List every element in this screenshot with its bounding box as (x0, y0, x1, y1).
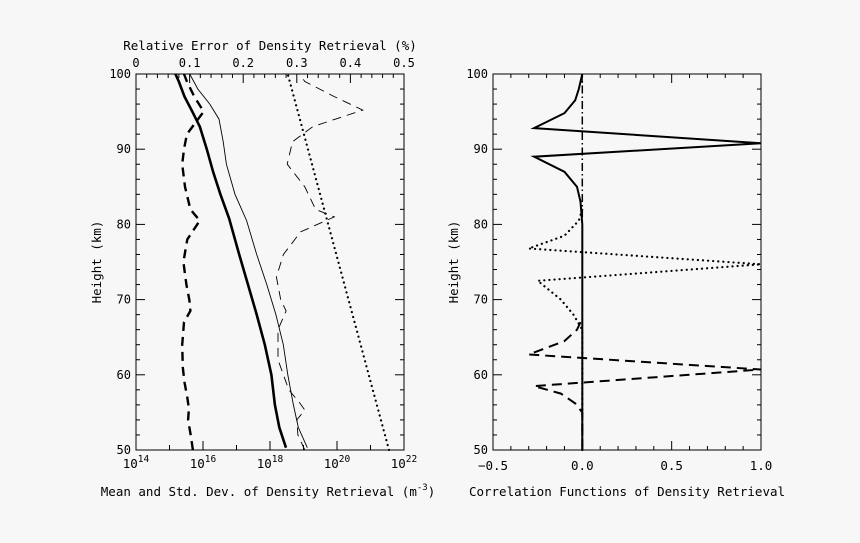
bottom-axis-title: Mean and Std. Dev. of Density Retrieval … (101, 483, 435, 499)
top-axis-title: Relative Error of Density Retrieval (%) (123, 38, 417, 53)
y-tick-label: 70 (117, 293, 131, 307)
density-series-group (174, 72, 391, 452)
correlation-series-group (528, 73, 762, 452)
x-tick-label: 1020 (324, 454, 351, 471)
top-x-tick-label: 0 (132, 56, 139, 70)
top-x-tick-label: 0.4 (340, 56, 362, 70)
y-tick-label: 80 (117, 217, 131, 231)
top-x-tick-label: 0.3 (286, 56, 308, 70)
y-tick-label: 50 (474, 443, 488, 457)
y-tick-label: 100 (109, 67, 131, 81)
series-line-thin-solid (189, 73, 308, 448)
x-tick-label: 1018 (257, 454, 284, 471)
correlation-axis-labels: 50 60 70 80 90 100 −0.5 0.0 0.5 1.0 (466, 67, 772, 473)
y-tick-label: 90 (474, 142, 488, 156)
correlation-plot-frame (492, 73, 762, 451)
y-tick-label: 100 (466, 67, 488, 81)
density-plot-frame (135, 73, 405, 451)
y-tick-label: 90 (117, 142, 131, 156)
left-y-axis-title: Height (km) (89, 221, 104, 304)
top-x-tick-label: 0.1 (179, 56, 201, 70)
y-tick-label: 70 (474, 293, 488, 307)
density-panel: 50 60 70 80 90 100 1014 1016 1018 1020 1022 0 0.1 0.2… (89, 38, 435, 499)
y-tick-label: 60 (117, 368, 131, 382)
series-line-thick-solid (174, 73, 288, 449)
series-line-dashed (528, 317, 762, 450)
y-tick-label: 60 (474, 368, 488, 382)
correlation-axis-ticks (492, 73, 762, 451)
correlation-panel: 50 60 70 80 90 100 −0.5 0.0 0.5 1.0 Correlation F… (446, 67, 785, 499)
x-tick-label: 1016 (190, 454, 217, 471)
x-tick-label: 1022 (391, 454, 418, 471)
x-tick-label: 0.5 (660, 458, 683, 473)
x-tick-label: 1014 (123, 454, 150, 471)
density-axis-labels: 50 60 70 80 90 100 1014 1016 1018 1020 1022 0 0.1 0.2… (109, 56, 417, 471)
series-line-thin-dashed (275, 73, 364, 451)
density-axis-ticks (135, 73, 405, 451)
y-tick-label: 80 (474, 217, 488, 231)
series-line-solid (530, 73, 762, 450)
correlation-axis-title: Correlation Functions of Density Retriev… (469, 484, 785, 499)
top-x-tick-label: 0.2 (232, 56, 254, 70)
series-line-thick-dashed (180, 73, 206, 451)
x-tick-label: 0.0 (571, 458, 594, 473)
x-tick-label: 1.0 (750, 458, 773, 473)
y-tick-label: 50 (117, 443, 131, 457)
series-line-dotted (286, 72, 391, 452)
right-y-axis-title: Height (km) (446, 221, 461, 304)
series-line-dotted (528, 208, 762, 452)
x-tick-label: −0.5 (478, 458, 508, 473)
top-x-tick-label: 0.5 (393, 56, 415, 70)
